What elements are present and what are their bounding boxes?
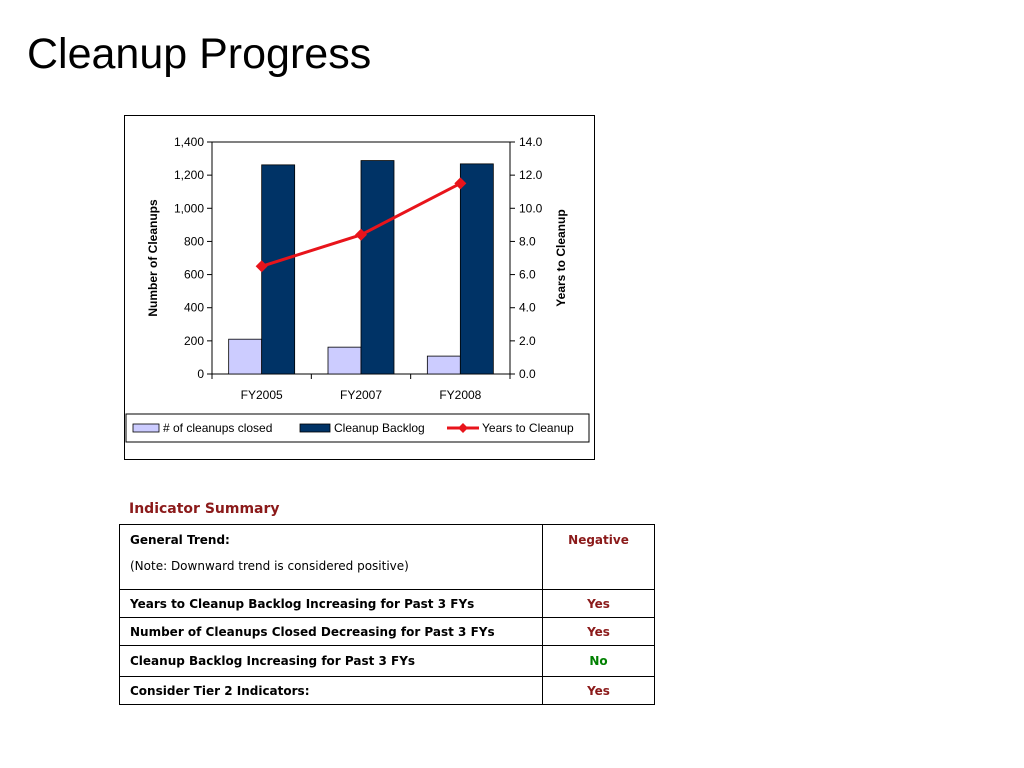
y-tick-label: 600 [184, 268, 204, 282]
legend-marker-years-to-cleanup [458, 423, 468, 433]
legend-label-years-to-cleanup: Years to Cleanup [482, 421, 574, 435]
y-tick-label: 800 [184, 234, 204, 248]
legend-label-cleanups-closed: # of cleanups closed [163, 421, 272, 435]
y-axis-title: Number of Cleanups [146, 199, 160, 317]
table-cell-label: Consider Tier 2 Indicators: [119, 676, 543, 705]
table-cell-label: Number of Cleanups Closed Decreasing for… [119, 617, 543, 646]
table-row: Cleanup Backlog Increasing for Past 3 FY… [119, 645, 655, 677]
table-cell-value: Yes [542, 617, 655, 646]
y2-tick-label: 12.0 [519, 168, 543, 182]
table-row: General Trend: (Note: Downward trend is … [119, 524, 655, 590]
table-row: Number of Cleanups Closed Decreasing for… [119, 617, 655, 646]
y2-axis-title: Years to Cleanup [554, 209, 568, 306]
table-cell-label: Years to Cleanup Backlog Increasing for … [119, 589, 543, 618]
y2-tick-label: 2.0 [519, 334, 536, 348]
y2-tick-label: 0.0 [519, 367, 536, 381]
indicator-summary-table: General Trend: (Note: Downward trend is … [119, 524, 655, 705]
bar-cleanup-backlog [360, 160, 395, 375]
legend-swatch-cleanups-closed [132, 423, 160, 433]
general-trend-note: (Note: Downward trend is considered posi… [130, 559, 409, 573]
y2-tick-label: 10.0 [519, 201, 543, 215]
y2-tick-label: 8.0 [519, 234, 536, 248]
y2-tick-label: 6.0 [519, 268, 536, 282]
x-tick-label: FY2005 [241, 388, 283, 402]
table-cell-value: Yes [542, 676, 655, 705]
bar-cleanups-closed [426, 355, 461, 375]
page-title: Cleanup Progress [27, 30, 372, 78]
y-tick-label: 1,200 [174, 168, 204, 182]
table-cell-value: Yes [542, 589, 655, 618]
bar-cleanups-closed [228, 338, 263, 375]
legend-swatch-cleanup-backlog [299, 423, 331, 433]
combo-chart: 0 200 400 600 800 1,000 1,200 1,400 0.0 2.0 4.0 6.0… [125, 135, 590, 443]
general-trend-value: Negative [542, 524, 655, 590]
y-tick-label: 1,400 [174, 135, 204, 149]
y2-tick-label: 14.0 [519, 135, 543, 149]
y-tick-label: 1,000 [174, 201, 204, 215]
bar-cleanup-backlog [261, 164, 296, 375]
y-tick-label: 400 [184, 301, 204, 315]
y-tick-label: 200 [184, 334, 204, 348]
table-cell-label: Cleanup Backlog Increasing for Past 3 FY… [119, 645, 543, 677]
line-point-marker [255, 260, 268, 273]
indicator-summary-heading: Indicator Summary [129, 501, 280, 517]
line-point-marker [454, 177, 467, 190]
line-point-marker [355, 228, 367, 241]
bar-cleanups-closed [327, 346, 362, 375]
y-tick-label: 0 [197, 367, 204, 381]
legend-box [125, 413, 590, 443]
table-row: Consider Tier 2 Indicators: Yes [119, 676, 655, 705]
chart-container: 0 200 400 600 800 1,000 1,200 1,400 0.0 2.0 4.0 6.0… [124, 115, 595, 460]
bar-cleanup-backlog [459, 163, 494, 375]
table-cell-label: General Trend: (Note: Downward trend is … [119, 524, 543, 590]
x-tick-label: FY2007 [340, 388, 382, 402]
table-row: Years to Cleanup Backlog Increasing for … [119, 589, 655, 618]
y2-tick-label: 4.0 [519, 301, 536, 315]
general-trend-label: General Trend: [130, 533, 230, 547]
legend-label-cleanup-backlog: Cleanup Backlog [334, 421, 425, 435]
table-cell-value: No [542, 645, 655, 677]
x-tick-label: FY2008 [439, 388, 481, 402]
